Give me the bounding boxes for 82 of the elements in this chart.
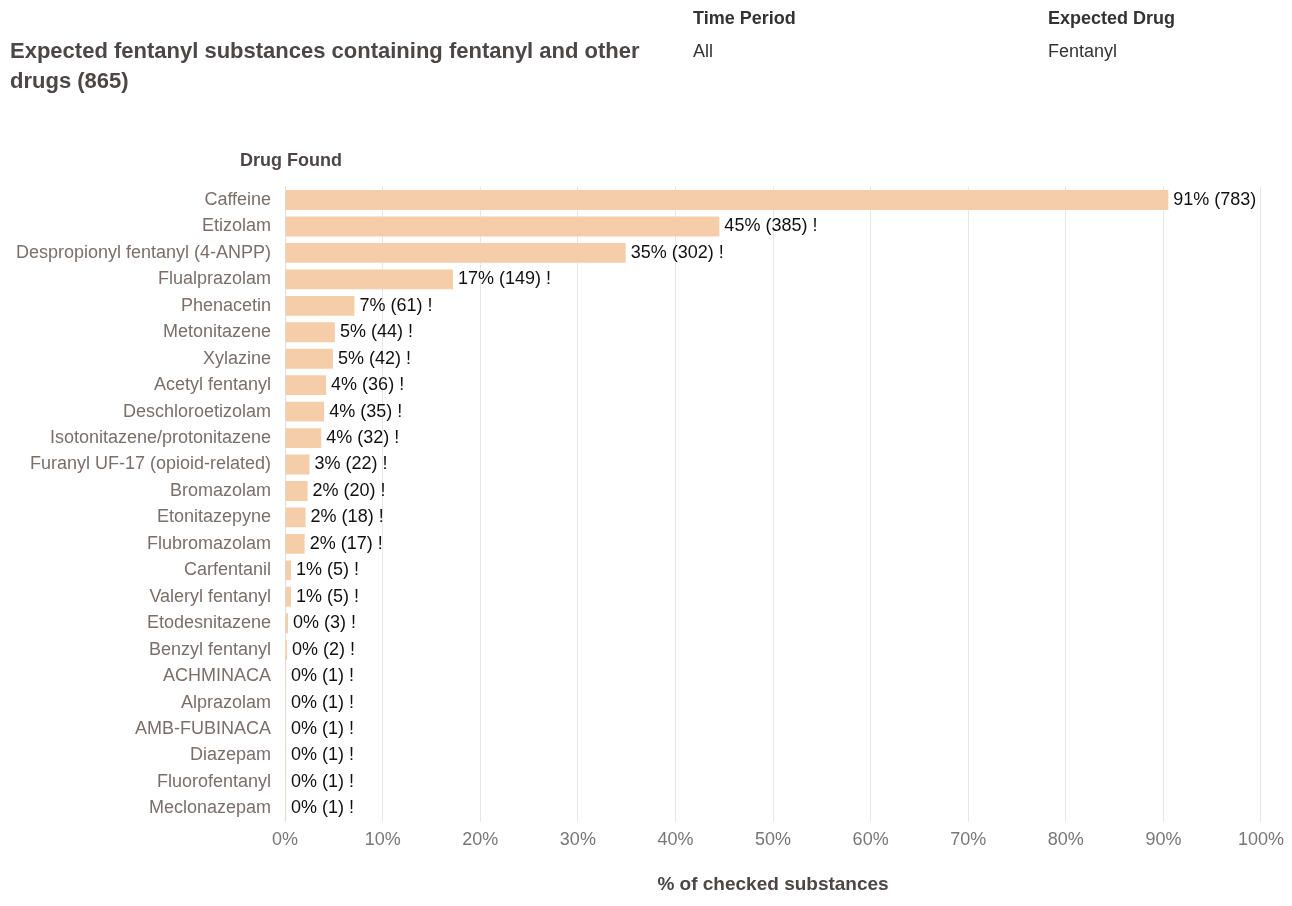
y-tick-label: Despropionyl fentanyl (4-ANPP) bbox=[15, 241, 272, 262]
data-label: 17% (149) ! bbox=[457, 268, 552, 289]
x-tick-label: 60% bbox=[852, 829, 889, 850]
bar bbox=[285, 190, 1169, 210]
bar bbox=[285, 375, 327, 396]
y-tick-label: Etizolam bbox=[202, 215, 272, 236]
data-label: 0% (1) ! bbox=[291, 691, 355, 712]
bar bbox=[285, 269, 453, 290]
y-tick-label: Fluorofentanyl bbox=[157, 770, 272, 791]
y-tick-label: Alprazolam bbox=[181, 691, 272, 712]
y-tick-label: Carfentanil bbox=[184, 559, 272, 580]
data-label: 2% (18) ! bbox=[310, 506, 384, 527]
bar bbox=[285, 586, 291, 607]
data-label: 3% (22) ! bbox=[314, 453, 388, 474]
bar bbox=[285, 295, 355, 316]
data-label: 0% (3) ! bbox=[293, 612, 357, 633]
bar bbox=[285, 533, 305, 554]
y-tick-label: Caffeine bbox=[204, 188, 272, 209]
y-tick-label: Valeryl fentanyl bbox=[149, 585, 272, 606]
y-tick-label: Phenacetin bbox=[181, 294, 272, 315]
bar bbox=[285, 428, 322, 448]
text: Expected Drug bbox=[1048, 8, 1176, 29]
data-label: 0% (2) ! bbox=[292, 638, 356, 659]
data-label: 2% (20) ! bbox=[312, 479, 386, 500]
bar bbox=[285, 507, 306, 528]
data-label: 5% (44) ! bbox=[339, 321, 413, 342]
data-label: 0% (1) ! bbox=[291, 770, 355, 791]
x-tick-label: 10% bbox=[364, 829, 401, 850]
y-tick-label: Deschloroetizolam bbox=[123, 400, 272, 421]
bar bbox=[285, 454, 310, 475]
y-tick-label: Metonitazene bbox=[163, 321, 272, 342]
data-label: 2% (17) ! bbox=[309, 532, 383, 553]
y-tick-label: Diazepam bbox=[190, 744, 272, 765]
bar bbox=[285, 560, 291, 581]
chart-title: Expected fentanyl substances containing fentanyl and other drugs (865) bbox=[10, 37, 641, 95]
y-tick-label: Furanyl UF-17 (opioid-related) bbox=[30, 453, 272, 474]
data-label: 0% (1) ! bbox=[291, 665, 355, 686]
y-tick-label: Bromazolam bbox=[170, 479, 272, 500]
x-tick-label: 20% bbox=[462, 829, 499, 850]
x-tick-label: 0% bbox=[272, 829, 299, 850]
x-tick-label: 40% bbox=[657, 829, 694, 850]
y-tick-label: Acetyl fentanyl bbox=[154, 374, 272, 395]
text: All bbox=[693, 41, 714, 62]
y-tick-label: ACHMINACA bbox=[163, 665, 272, 686]
data-label: 0% (1) ! bbox=[291, 717, 355, 738]
data-label: 35% (302) ! bbox=[630, 241, 724, 262]
y-tick-label: Meclonazepam bbox=[149, 797, 272, 818]
x-tick-label: 90% bbox=[1145, 829, 1182, 850]
x-tick-label: 80% bbox=[1047, 829, 1084, 850]
x-tick-label: 100% bbox=[1237, 829, 1284, 850]
bar bbox=[285, 401, 325, 422]
y-tick-label: AMB-FUBINACA bbox=[135, 717, 272, 738]
text: Time Period bbox=[693, 8, 796, 29]
data-label: 7% (61) ! bbox=[359, 294, 433, 315]
bar bbox=[285, 216, 720, 237]
x-axis-title: % of checked substances bbox=[657, 872, 889, 894]
y-tick-label: Xylazine bbox=[203, 347, 272, 368]
data-label: 5% (42) ! bbox=[337, 347, 411, 368]
bar bbox=[285, 243, 626, 263]
bar bbox=[285, 348, 333, 369]
data-label: 0% (1) ! bbox=[291, 797, 355, 818]
y-tick-label: Benzyl fentanyl bbox=[149, 638, 272, 659]
y-tick-label: Etodesnitazene bbox=[147, 612, 272, 633]
text: Fentanyl bbox=[1048, 41, 1118, 62]
bar bbox=[285, 322, 335, 343]
data-label: 4% (35) ! bbox=[329, 400, 403, 421]
data-label: 91% (783) bbox=[1173, 188, 1257, 209]
x-tick-label: 70% bbox=[950, 829, 987, 850]
y-tick-label: Flubromazolam bbox=[147, 532, 272, 553]
data-label: 1% (5) ! bbox=[295, 585, 359, 606]
data-label: 1% (5) ! bbox=[295, 559, 359, 580]
y-axis-title: Drug Found bbox=[240, 150, 342, 171]
data-label: 4% (36) ! bbox=[331, 374, 405, 395]
x-tick-label: 30% bbox=[559, 829, 596, 850]
bar bbox=[285, 481, 308, 501]
data-label: 45% (385) ! bbox=[724, 215, 818, 236]
data-label: 4% (32) ! bbox=[326, 427, 400, 448]
y-tick-label: Isotonitazene/protonitazene bbox=[49, 427, 272, 448]
x-tick-label: 50% bbox=[755, 829, 792, 850]
y-tick-label: Flualprazolam bbox=[158, 268, 272, 289]
y-tick-label: Etonitazepyne bbox=[157, 506, 272, 527]
data-label: 0% (1) ! bbox=[291, 744, 355, 765]
